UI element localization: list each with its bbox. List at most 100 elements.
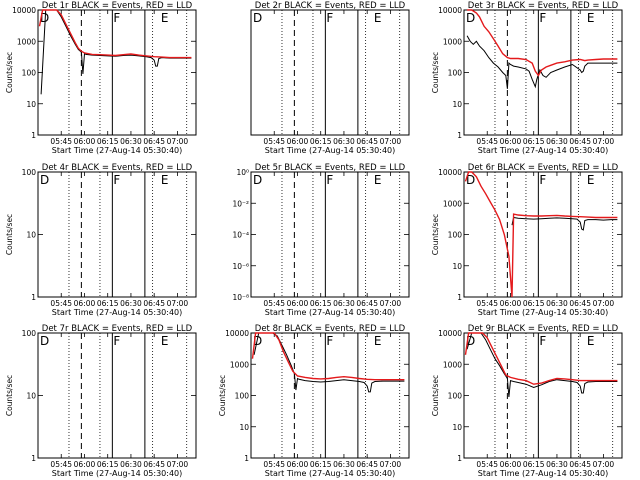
segment-marker-F: F: [539, 173, 546, 187]
segment-marker-D: D: [40, 173, 49, 187]
segment-marker-E: E: [374, 173, 382, 187]
x-tick-label: 06:45: [356, 137, 378, 146]
x-axis-label: Start Time (27-Aug-14 05:30:40): [52, 308, 183, 317]
x-tick-label: 06:00: [500, 299, 522, 308]
plot-frame: [250, 9, 410, 136]
x-tick-label: 06:00: [287, 299, 309, 308]
y-axis-label: Counts/sec: [431, 375, 440, 416]
x-tick-label: 05:45: [476, 460, 498, 469]
x-tick-label: 06:15: [310, 299, 332, 308]
segment-marker-F: F: [326, 334, 333, 348]
y-tick-label: 100: [448, 69, 463, 78]
x-tick-label: 05:45: [476, 299, 498, 308]
x-tick-label: 06:30: [546, 137, 568, 146]
series-lld-line: [467, 9, 618, 77]
y-tick-label: 10⁻⁴: [232, 231, 249, 240]
x-tick-label: 07:00: [593, 137, 615, 146]
segment-marker-D: D: [40, 11, 49, 25]
plot-frame: [250, 171, 410, 298]
x-tick-label: 06:30: [546, 299, 568, 308]
y-tick-label: 10⁰: [236, 168, 249, 177]
segment-marker-F: F: [539, 334, 546, 348]
segment-marker-F: F: [539, 11, 546, 25]
x-tick-label: 06:15: [97, 460, 119, 469]
x-tick-label: 05:45: [263, 460, 285, 469]
y-tick-label: 1: [244, 454, 249, 463]
segment-marker-D: D: [466, 334, 475, 348]
y-tick-label: 1: [31, 454, 36, 463]
x-tick-label: 06:30: [120, 299, 142, 308]
x-tick-label: 06:30: [120, 137, 142, 146]
panel-title: Det 3r BLACK = Events, RED = LLD: [468, 1, 619, 11]
y-tick-label: 10: [26, 392, 36, 401]
y-tick-label: 10000: [225, 329, 249, 338]
x-tick-label: 07:00: [380, 137, 402, 146]
x-tick-label: 06:45: [569, 299, 591, 308]
x-tick-label: 06:15: [523, 460, 545, 469]
y-tick-label: 10: [452, 100, 462, 109]
segment-marker-D: D: [40, 334, 49, 348]
x-tick-label: 07:00: [593, 460, 615, 469]
x-tick-label: 06:45: [143, 460, 165, 469]
panel-det-9: Det 9r BLACK = Events, RED = LLD 05:45 06:…: [431, 324, 623, 478]
segment-marker-D: D: [466, 173, 475, 187]
y-tick-label: 1: [31, 131, 36, 140]
x-axis-label: Start Time (27-Aug-14 05:30:40): [52, 146, 183, 155]
y-tick-label: 10: [452, 262, 462, 271]
y-tick-label: 100: [22, 168, 37, 177]
panel-title: Det 9r BLACK = Events, RED = LLD: [468, 324, 619, 334]
series-events-line: [511, 216, 618, 231]
y-tick-label: 100: [448, 231, 463, 240]
segment-marker-D: D: [253, 334, 262, 348]
y-tick-label: 10000: [438, 168, 462, 177]
x-tick-label: 05:45: [263, 137, 285, 146]
x-tick-label: 06:00: [74, 460, 96, 469]
y-tick-label: 10000: [438, 6, 462, 15]
y-axis-label: Counts/sec: [5, 214, 14, 255]
segment-marker-E: E: [374, 11, 382, 25]
series-lld-line: [251, 332, 405, 381]
x-tick-label: 06:00: [500, 137, 522, 146]
y-axis-label: Counts/sec: [5, 52, 14, 93]
series-events-line: [40, 9, 192, 95]
x-tick-label: 06:15: [523, 299, 545, 308]
y-tick-label: 1: [457, 131, 462, 140]
panel-title: Det 4r BLACK = Events, RED = LLD: [42, 163, 193, 173]
y-tick-label: 1000: [443, 360, 462, 369]
segment-marker-E: E: [587, 334, 595, 348]
x-tick-label: 07:00: [380, 299, 402, 308]
segment-marker-F: F: [326, 173, 333, 187]
segment-marker-E: E: [587, 173, 595, 187]
panel-title: Det 8r BLACK = Events, RED = LLD: [255, 324, 406, 334]
y-axis-label: Counts/sec: [431, 214, 440, 255]
x-tick-label: 06:30: [546, 460, 568, 469]
plot-frame: [37, 332, 197, 459]
x-tick-label: 06:45: [569, 137, 591, 146]
y-tick-label: 10000: [12, 6, 36, 15]
series-lld-line: [464, 332, 618, 385]
segment-marker-F: F: [113, 11, 120, 25]
x-tick-label: 06:30: [120, 460, 142, 469]
x-tick-label: 06:15: [310, 137, 332, 146]
x-axis-label: Start Time (27-Aug-14 05:30:40): [265, 308, 396, 317]
y-axis-label: Counts/sec: [5, 375, 14, 416]
series-events-line: [466, 332, 618, 397]
y-tick-label: 1: [457, 454, 462, 463]
x-tick-label: 06:00: [287, 137, 309, 146]
x-axis-label: Start Time (27-Aug-14 05:30:40): [265, 469, 396, 478]
y-tick-label: 10: [452, 423, 462, 432]
x-tick-label: 05:45: [263, 299, 285, 308]
plot-frame: [463, 171, 623, 298]
segment-marker-E: E: [587, 11, 595, 25]
x-tick-label: 06:45: [569, 460, 591, 469]
series-lld-line: [38, 9, 192, 59]
y-tick-label: 10⁻⁶: [232, 262, 249, 271]
segment-marker-E: E: [161, 173, 169, 187]
segment-marker-D: D: [466, 11, 475, 25]
x-tick-label: 06:30: [333, 299, 355, 308]
x-tick-label: 07:00: [593, 299, 615, 308]
